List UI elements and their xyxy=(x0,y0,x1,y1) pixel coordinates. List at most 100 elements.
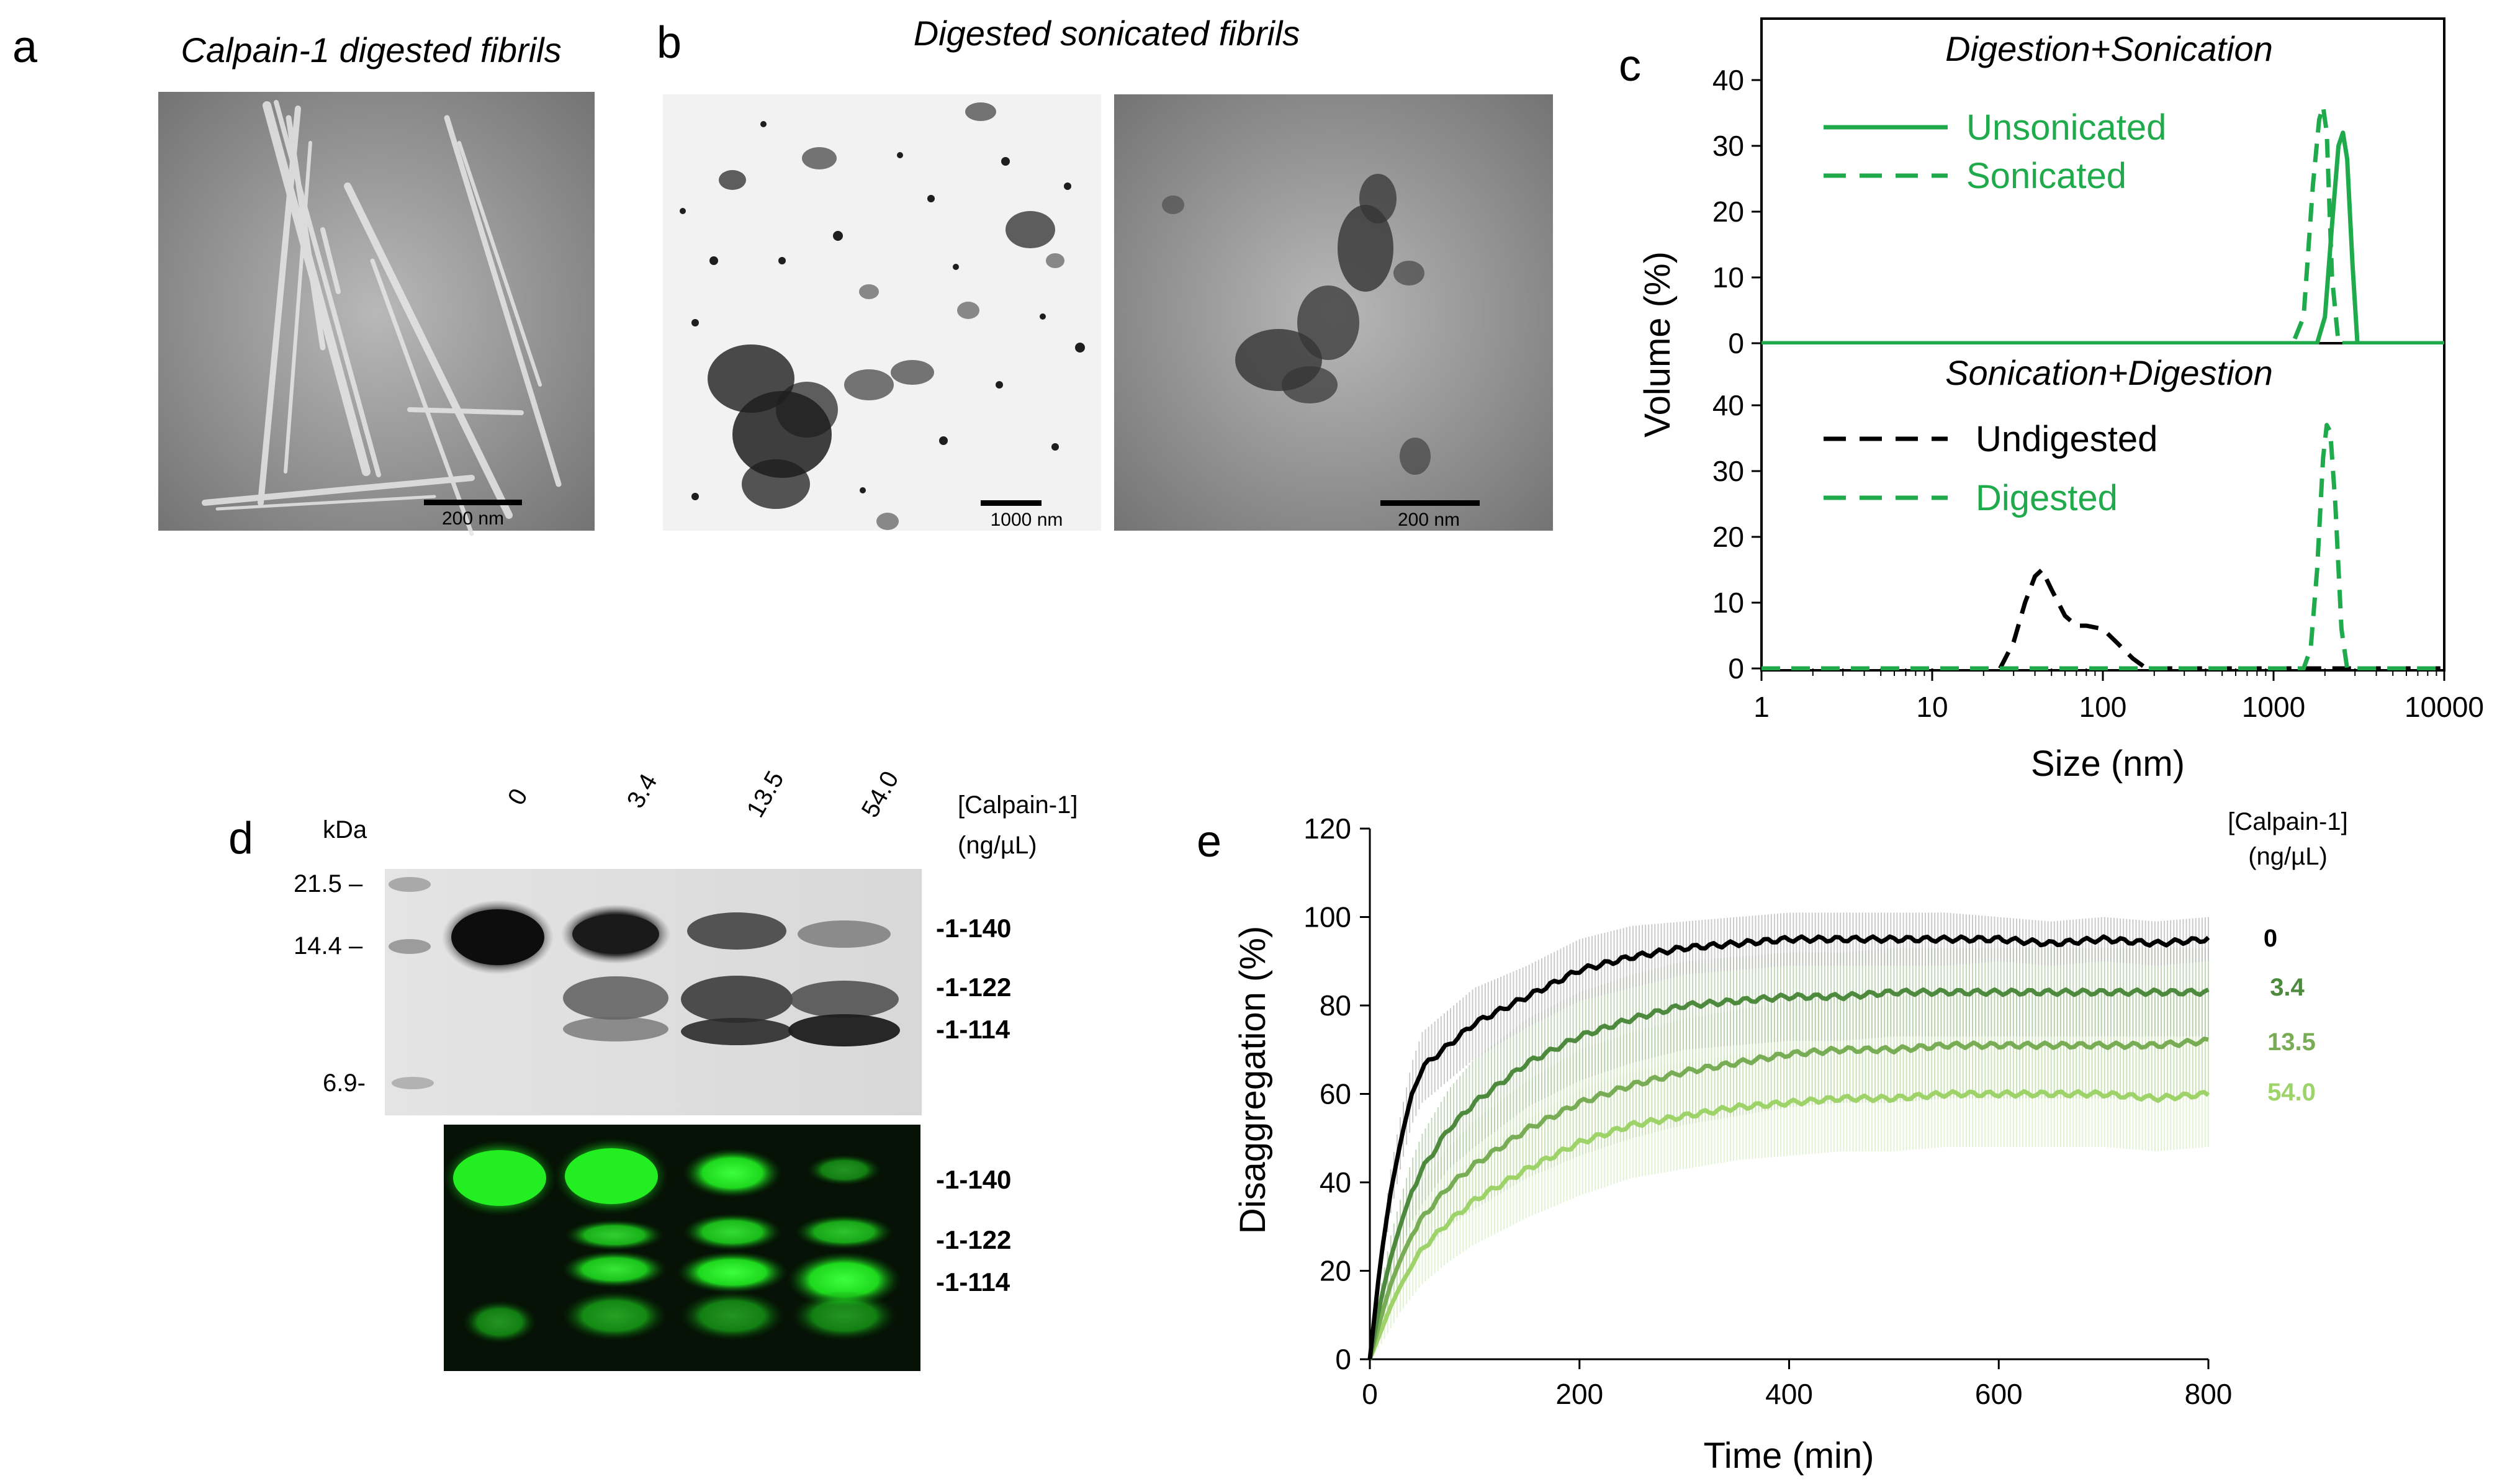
lane-label-13-5: 13.5 xyxy=(742,767,790,822)
c-bottom-ytick-label-40: 40 xyxy=(1712,389,1744,421)
em-image-fibrils xyxy=(158,92,595,536)
gel-coomassie xyxy=(385,869,922,1115)
e-series-label-54-0: 54.0 xyxy=(2267,1079,2316,1106)
panel-e-label: e xyxy=(1197,817,1222,866)
e-series-line-3-4 xyxy=(1367,987,2210,1360)
panel-c-bottom-yticks: 0 10 20 30 40 xyxy=(1712,389,1761,685)
panel-d: d kDa 21.5 – 14.4 – 6.9- 0 3.4 13.5 54.0… xyxy=(228,767,1078,1371)
e-ytick-label-80: 80 xyxy=(1320,989,1351,1022)
lane-label-54-0: 54.0 xyxy=(857,767,904,822)
e-ytick-label-40: 40 xyxy=(1320,1166,1351,1198)
panel-b-label: b xyxy=(657,18,682,68)
c-bottom-ytick-label-0: 0 xyxy=(1728,652,1744,685)
e-series-line-13-5 xyxy=(1367,1037,2209,1360)
mw-marker-21-5: 21.5 – xyxy=(294,870,363,897)
c-bottom-series-digested xyxy=(1761,423,2444,670)
panel-a-label: a xyxy=(12,22,38,72)
panel-c-top-yticks: 0 10 20 30 40 xyxy=(1712,64,1761,359)
legend-label-undigested: Undigested xyxy=(1976,419,2157,459)
panel-b: b Digested sonicated fibrils xyxy=(657,14,1553,531)
c-xtick-label-1000: 1000 xyxy=(2242,691,2305,723)
kda-label: kDa xyxy=(323,816,367,843)
panel-a-scale-bar xyxy=(424,500,522,505)
panel-d-header-line1: [Calpain-1] xyxy=(958,791,1078,819)
c-top-series-sonicated xyxy=(1761,104,2444,344)
c-bottom-ytick-label-20: 20 xyxy=(1712,521,1744,553)
em-image-sonicated-overview xyxy=(663,94,1101,531)
bottom-band-1-114: -1-114 xyxy=(936,1267,1010,1297)
panel-e-header-line2: (ng/µL) xyxy=(2248,843,2328,870)
gel-fluorescence xyxy=(443,1125,920,1371)
panel-c-xticks: 1 10 100 1000 10000 xyxy=(1753,668,2484,723)
mw-marker-14-4: 14.4 – xyxy=(294,932,363,960)
panel-b-scale-bar-right xyxy=(1380,500,1480,506)
panel-b-title: Digested sonicated fibrils xyxy=(914,14,1300,53)
c-top-ytick-label-30: 30 xyxy=(1712,130,1744,162)
bottom-band-1-122: -1-122 xyxy=(936,1225,1011,1254)
c-top-series-unsonicated xyxy=(1761,130,2444,344)
c-bottom-series-undigested xyxy=(1761,567,2444,670)
top-band-1-140: -1-140 xyxy=(936,914,1011,943)
e-series-line-54-0 xyxy=(1367,1089,2210,1360)
panel-c-top-curves xyxy=(1761,104,2444,344)
e-xtick-label-200: 200 xyxy=(1555,1378,1603,1410)
top-band-1-114: -1-114 xyxy=(936,1015,1010,1044)
c-top-ytick-label-0: 0 xyxy=(1728,327,1744,359)
mw-marker-6-9: 6.9- xyxy=(323,1069,366,1097)
panel-c-ylabel: Volume (%) xyxy=(1637,251,1678,438)
lane-label-3-4: 3.4 xyxy=(622,769,663,812)
panel-e-ylabel: Disaggregation (%) xyxy=(1233,926,1273,1234)
panel-b-scale-bar-left xyxy=(981,500,1042,506)
e-xtick-label-600: 600 xyxy=(1975,1378,2023,1410)
panel-e-series-lines xyxy=(1367,934,2210,1360)
e-series-label-0: 0 xyxy=(2264,925,2277,952)
c-xtick-label-10: 10 xyxy=(1916,691,1948,723)
panel-c-xlabel: Size (nm) xyxy=(2031,744,2185,784)
panel-d-label: d xyxy=(228,814,253,863)
lane-label-0: 0 xyxy=(503,784,533,809)
panel-c-bottom-title: Sonication+Digestion xyxy=(1945,353,2273,392)
e-ytick-label-20: 20 xyxy=(1320,1255,1351,1287)
e-series-line-0 xyxy=(1367,934,2210,1360)
panel-e-axes: 0 20 40 60 80 100 120 0 200 400 600 800 xyxy=(1303,812,2232,1410)
c-top-ytick-label-10: 10 xyxy=(1712,261,1744,294)
c-xtick-label-1: 1 xyxy=(1753,691,1770,723)
panel-e-series-labels: 0 3.4 13.5 54.0 xyxy=(2264,925,2316,1106)
top-band-1-122: -1-122 xyxy=(936,973,1011,1002)
e-series-label-3-4: 3.4 xyxy=(2270,974,2305,1001)
legend-label-unsonicated: Unsonicated xyxy=(1966,107,2166,148)
panel-c-bottom-curves xyxy=(1761,423,2444,670)
panel-b-scale-label-right: 200 nm xyxy=(1398,510,1460,530)
e-ytick-label-120: 120 xyxy=(1303,812,1351,845)
legend-label-sonicated: Sonicated xyxy=(1966,156,2126,196)
panel-e-xlabel: Time (min) xyxy=(1704,1436,1874,1476)
panel-e-header-line1: [Calpain-1] xyxy=(2228,808,2347,835)
panel-c-bottom-legend: Undigested Digested xyxy=(1824,419,2157,518)
panel-c-top-legend: Unsonicated Sonicated xyxy=(1824,107,2166,196)
legend-label-digested: Digested xyxy=(1976,478,2118,518)
e-xtick-label-0: 0 xyxy=(1362,1378,1378,1410)
panel-e-error-bars xyxy=(1371,912,2209,1357)
panel-d-header-line2: (ng/µL) xyxy=(958,832,1037,859)
c-top-ytick-label-20: 20 xyxy=(1712,196,1744,228)
c-bottom-ytick-label-10: 10 xyxy=(1712,587,1744,619)
panel-e: e 0 20 40 60 80 100 120 0 200 400 600 800 0 3.4 13.5 5… xyxy=(1197,808,2348,1476)
em-image-sonicated-closeup xyxy=(1114,94,1553,531)
panel-b-scale-label-left: 1000 nm xyxy=(991,510,1063,530)
e-xtick-label-800: 800 xyxy=(2185,1378,2233,1410)
e-series-label-13-5: 13.5 xyxy=(2267,1028,2316,1056)
panel-c: c 0 10 20 30 40 0 10 20 30 40 1 10 100 1000 10000 Di… xyxy=(1619,17,2484,784)
c-top-ytick-label-40: 40 xyxy=(1712,64,1744,96)
bottom-band-1-140: -1-140 xyxy=(936,1165,1011,1194)
c-bottom-ytick-label-30: 30 xyxy=(1712,455,1744,487)
e-ytick-label-0: 0 xyxy=(1335,1343,1351,1375)
panel-a-title: Calpain-1 digested fibrils xyxy=(181,30,561,70)
c-xtick-label-100: 100 xyxy=(2079,691,2127,723)
e-ytick-label-60: 60 xyxy=(1320,1078,1351,1110)
panel-c-top-title: Digestion+Sonication xyxy=(1945,29,2273,68)
panel-a-scale-label: 200 nm xyxy=(442,508,504,529)
panel-a: a Calpain-1 digested fibrils 200 nm xyxy=(12,22,595,536)
e-ytick-label-100: 100 xyxy=(1303,901,1351,933)
panel-c-label: c xyxy=(1619,41,1641,91)
e-xtick-label-400: 400 xyxy=(1765,1378,1813,1410)
